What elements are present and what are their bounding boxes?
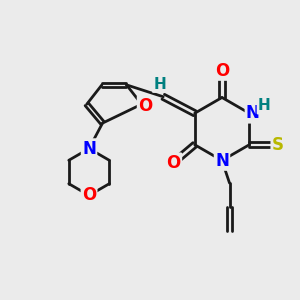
Text: N: N	[82, 140, 96, 158]
Text: H: H	[153, 76, 166, 92]
Text: O: O	[138, 97, 152, 115]
Text: H: H	[258, 98, 271, 113]
Text: O: O	[167, 154, 181, 172]
Text: N: N	[246, 104, 260, 122]
Text: O: O	[82, 186, 96, 204]
Text: S: S	[272, 136, 284, 154]
Text: O: O	[215, 61, 229, 80]
Text: N: N	[215, 152, 229, 169]
